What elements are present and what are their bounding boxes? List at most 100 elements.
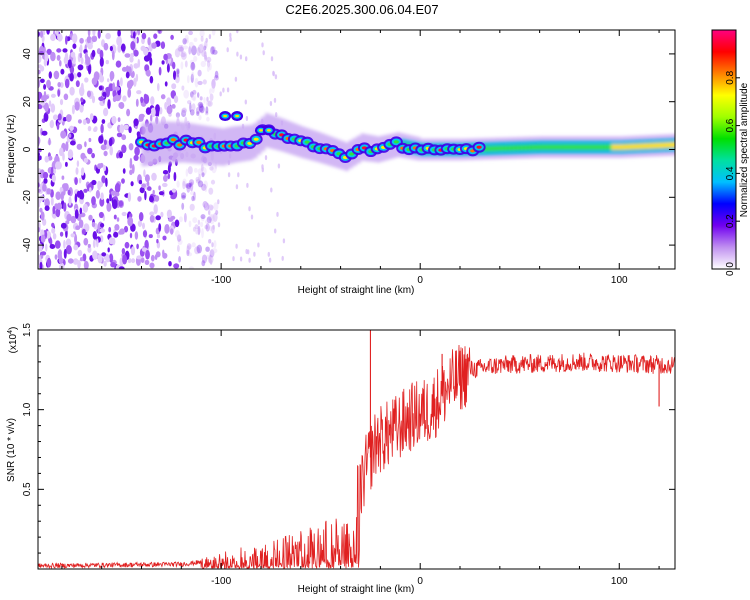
noise-dot	[176, 69, 180, 78]
noise-dot	[277, 163, 281, 169]
noise-dot	[133, 49, 139, 57]
noise-dot	[38, 175, 41, 184]
noise-dot	[60, 191, 64, 201]
noise-dot	[55, 191, 61, 200]
band-core	[599, 144, 604, 150]
noise-dot	[50, 51, 56, 62]
band-core	[499, 145, 505, 151]
noise-dot	[201, 216, 205, 222]
noise-dot	[136, 90, 142, 95]
noise-dot	[59, 262, 65, 269]
noise-dot	[48, 71, 52, 79]
noise-dot	[54, 254, 58, 260]
noise-dot	[91, 49, 96, 58]
y-tick-label: -40	[22, 237, 33, 252]
noise-dot	[123, 124, 129, 130]
band-core	[619, 144, 624, 150]
noise-dot	[122, 168, 126, 174]
noise-dot	[158, 66, 162, 76]
noise-dot	[67, 258, 74, 264]
snr-frame	[37, 329, 676, 570]
noise-dot	[42, 171, 49, 179]
snr-yscale: (x104)	[7, 327, 19, 354]
noise-dot	[158, 185, 161, 191]
noise-dot	[59, 60, 62, 67]
noise-dot	[67, 59, 72, 69]
noise-dot	[209, 93, 214, 101]
noise-dot	[54, 240, 61, 249]
band-core	[523, 144, 529, 151]
noise-dot	[236, 51, 239, 57]
snr-yscale-exp: 4	[7, 330, 14, 334]
noise-dot	[133, 77, 137, 87]
noise-dot	[127, 88, 132, 98]
noise-dot	[105, 87, 110, 98]
noise-dot	[76, 143, 83, 150]
band-core	[507, 145, 513, 151]
noise-dot	[213, 240, 217, 249]
noise-dot	[190, 61, 196, 71]
noise-dot	[192, 93, 197, 102]
noise-dot	[170, 215, 176, 220]
noise-dot	[192, 217, 198, 224]
y-tick-label: 0.5	[22, 482, 33, 496]
noise-dot	[206, 60, 211, 68]
noise-dot	[250, 214, 254, 220]
noise-dot	[186, 184, 191, 193]
colorbar: 0.0 0.2 0.4 0.6 0.8 Normalized spectral ampl…	[711, 29, 750, 276]
noise-dot	[193, 191, 196, 201]
noise-dot	[77, 64, 84, 71]
noise-dot	[149, 215, 155, 223]
noise-dot	[144, 190, 147, 201]
noise-dot	[188, 182, 192, 188]
noise-dot	[133, 154, 139, 161]
band-core	[587, 144, 592, 150]
noise-dot	[163, 53, 168, 61]
noise-dot	[130, 246, 136, 256]
noise-dot	[183, 45, 189, 50]
noise-dot	[137, 196, 142, 202]
noise-dot	[261, 42, 264, 48]
noise-dot	[282, 238, 286, 244]
noise-dot	[68, 196, 72, 206]
noise-dot	[84, 52, 88, 61]
noise-dot	[98, 211, 104, 219]
noise-dot	[130, 52, 135, 58]
noise-dot	[121, 66, 128, 72]
noise-dot	[270, 56, 274, 62]
noise-dot	[170, 34, 174, 40]
noise-dot	[39, 195, 45, 201]
band-core	[535, 144, 541, 150]
noise-dot	[201, 183, 207, 191]
noise-dot	[110, 190, 117, 195]
noise-dot	[92, 231, 98, 240]
noise-dot	[197, 219, 201, 225]
noise-dot	[204, 224, 208, 230]
noise-dot	[57, 113, 62, 121]
noise-dot	[117, 117, 121, 122]
spectrogram-marks	[38, 30, 675, 269]
y-tick-label: -20	[22, 190, 33, 205]
noise-dot	[74, 209, 79, 219]
noise-dot	[89, 187, 92, 193]
noise-dot	[129, 157, 133, 168]
band-core	[539, 144, 545, 150]
band-core	[495, 145, 501, 152]
noise-dot	[166, 97, 172, 107]
noise-dot	[200, 164, 204, 172]
band-core	[559, 144, 565, 150]
band-core	[647, 143, 652, 149]
noise-dot	[188, 46, 192, 55]
noise-dot	[160, 41, 166, 49]
noise-dot	[38, 64, 43, 69]
noise-dot	[107, 99, 111, 110]
noise-dot	[62, 48, 68, 53]
noise-dot	[190, 191, 196, 196]
spectrogram-xlabel: Height of straight line (km)	[298, 285, 415, 296]
band-core	[611, 144, 616, 150]
noise-dot	[268, 257, 272, 263]
noise-dot	[101, 119, 106, 124]
noise-dot	[191, 45, 197, 56]
noise-dot	[105, 256, 110, 263]
noise-dot	[133, 63, 139, 69]
